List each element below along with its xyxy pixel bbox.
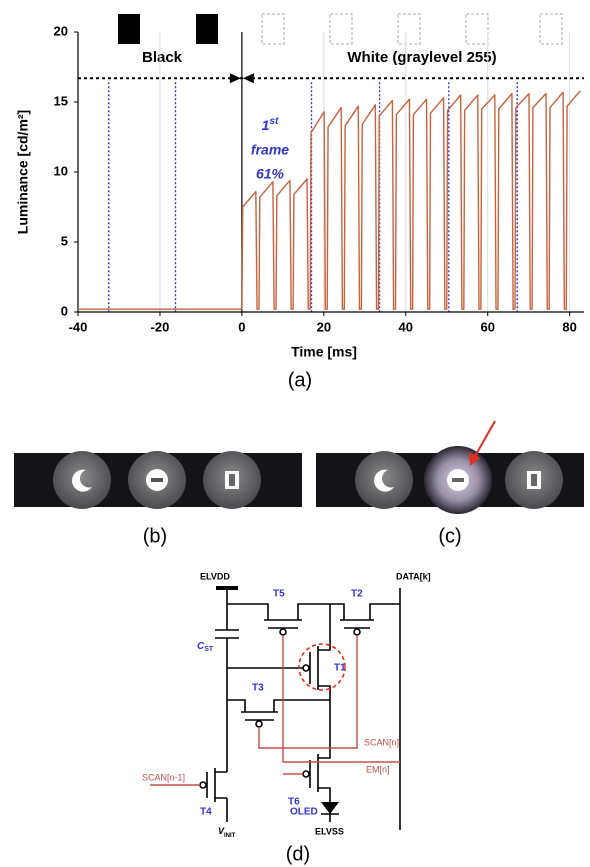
label-em: EM[n] [366,764,390,774]
label-vinit-main: V [218,826,225,836]
circuit [150,586,401,830]
x-axis-label: Time [ms] [291,344,357,360]
x-tick-label: 80 [562,319,576,334]
label-elvdd: ELVDD [200,571,230,581]
arrow-left [229,73,241,84]
black-square [118,14,140,44]
x-tick-label: -20 [151,319,170,334]
x-tick-label: 20 [317,319,331,334]
black-label: Black [142,49,183,66]
annotation-ratio: 61% [256,166,285,182]
label-scan-prev: SCAN[n-1] [142,772,185,782]
caption-b: (b) [143,525,167,547]
x-tick-label: 0 [238,319,245,334]
label-t6: T6 [288,797,300,808]
photo-c [316,420,584,514]
annotation-word: frame [251,142,289,158]
y-axis-label: Luminance [cd/m²] [15,110,31,234]
label-vinit: VINIT [218,826,236,838]
label-t1: T1 [334,663,346,674]
y-tick-label: 20 [54,23,68,38]
label-t3: T3 [252,683,264,694]
y-tick-label: 15 [54,93,68,108]
annotation-number: 1 [262,117,270,133]
white-label: White (graylevel 255) [347,49,496,66]
label-cst: CST [197,641,214,653]
x-tick-label: -40 [69,319,88,334]
caption-c: (c) [438,525,461,547]
arrow-right [242,73,254,84]
label-t2: T2 [351,589,363,600]
y-tick-label: 10 [54,163,68,178]
label-t4: T4 [200,807,212,818]
label-t5: T5 [273,589,285,600]
label-elvss: ELVSS [315,826,344,836]
annotation: 1st [262,116,279,133]
black-square [196,14,218,44]
label-cst-sub: ST [204,646,214,653]
y-tick-label: 0 [61,303,68,318]
caption-a: (a) [288,369,312,391]
luminance-chart: Black White (graylevel 255) 1st frame 61… [15,13,584,391]
photo-b [14,451,302,509]
annotation-suffix: st [269,116,279,127]
x-tick-label: 60 [480,319,494,334]
label-cst-main: C [197,641,205,652]
white-squares [261,13,563,45]
luminance-line [78,90,581,310]
label-vinit-sub: INIT [224,833,236,839]
label-scan-n: SCAN[n] [364,737,399,747]
caption-d: (d) [286,843,310,865]
label-oled: OLED [290,807,318,818]
x-tick-label: 40 [399,319,413,334]
label-data: DATA[k] [396,571,431,581]
y-tick-label: 5 [61,233,68,248]
